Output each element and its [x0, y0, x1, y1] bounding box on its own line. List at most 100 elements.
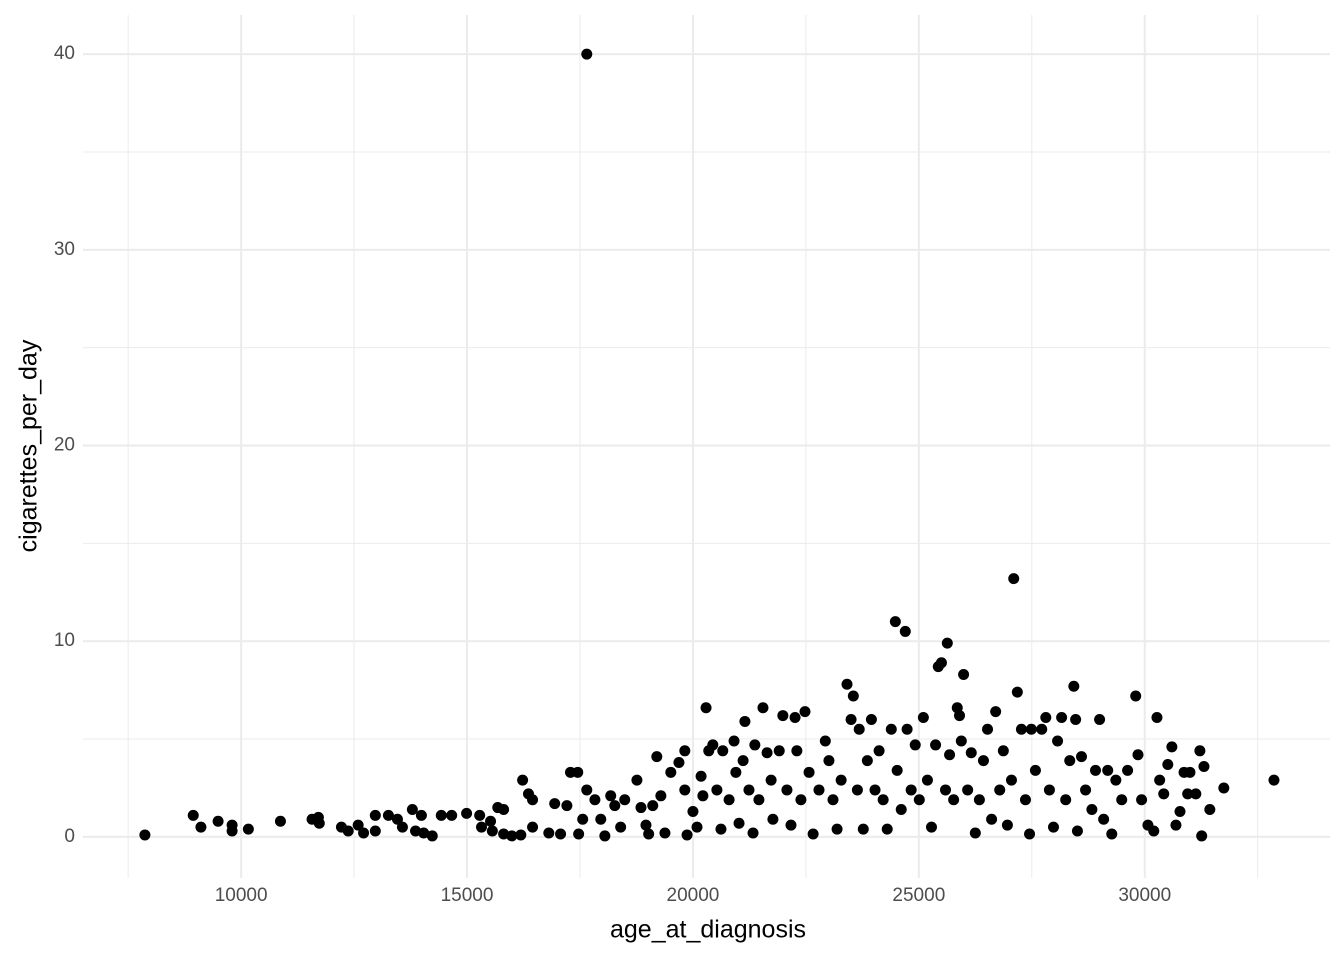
point [369, 825, 381, 837]
point [242, 823, 254, 835]
x-tick-label: 20000 [667, 885, 720, 906]
point [643, 828, 655, 840]
point [789, 712, 801, 724]
point [1036, 723, 1048, 735]
point [1071, 825, 1083, 837]
point [1015, 723, 1027, 735]
point [358, 827, 370, 839]
point [1056, 712, 1068, 724]
point [926, 821, 938, 833]
point [1011, 686, 1023, 698]
point [665, 766, 677, 778]
point [730, 766, 742, 778]
point [435, 809, 447, 821]
point [515, 829, 527, 841]
point [791, 745, 803, 757]
point [681, 829, 693, 841]
point [679, 784, 691, 796]
point [921, 774, 933, 786]
point [1090, 764, 1102, 776]
point [728, 735, 740, 747]
point [619, 794, 631, 806]
point [1184, 766, 1196, 778]
point [226, 825, 238, 837]
point [889, 616, 901, 628]
point [581, 48, 593, 60]
point [885, 723, 897, 735]
point [831, 823, 843, 835]
point [391, 813, 403, 825]
point [415, 809, 427, 821]
point [941, 637, 953, 649]
point [733, 817, 745, 829]
point [1019, 794, 1031, 806]
point [589, 794, 601, 806]
point [1170, 819, 1182, 831]
point [475, 821, 487, 833]
point [527, 794, 539, 806]
point [679, 745, 691, 757]
point [955, 735, 967, 747]
point [581, 784, 593, 796]
point [835, 774, 847, 786]
point [891, 764, 903, 776]
point [1001, 819, 1013, 831]
point [1076, 751, 1088, 763]
point [1060, 794, 1072, 806]
point [274, 815, 286, 827]
point [747, 827, 759, 839]
point [743, 784, 755, 796]
point [1043, 784, 1055, 796]
point [1268, 774, 1280, 786]
point [1132, 749, 1144, 761]
point [757, 702, 769, 714]
point [1024, 828, 1036, 840]
point [418, 827, 430, 839]
point [446, 809, 458, 821]
point [765, 774, 777, 786]
point [1098, 813, 1110, 825]
point [517, 774, 529, 786]
point [1166, 741, 1178, 753]
point [695, 770, 707, 782]
point [1204, 804, 1216, 816]
point [777, 710, 789, 722]
point [845, 713, 857, 725]
point [635, 802, 647, 814]
point [595, 813, 607, 825]
point [803, 766, 815, 778]
point [795, 794, 807, 806]
point [958, 668, 970, 680]
point [807, 828, 819, 840]
point [543, 827, 555, 839]
point [861, 755, 873, 767]
point [857, 823, 869, 835]
point [212, 815, 224, 827]
point [1130, 690, 1142, 702]
point [1136, 794, 1148, 806]
point [1110, 774, 1122, 786]
point [990, 706, 1002, 718]
x-tick-label: 10000 [215, 885, 268, 906]
point [1080, 784, 1092, 796]
point [997, 745, 1009, 757]
point [1151, 712, 1163, 724]
point [139, 829, 151, 841]
point [785, 819, 797, 831]
point [827, 794, 839, 806]
point [342, 825, 354, 837]
point [1040, 712, 1052, 724]
point [426, 830, 438, 842]
point [1025, 723, 1037, 735]
point [761, 747, 773, 759]
point [965, 747, 977, 759]
x-axis-title: age_at_diagnosis [610, 916, 806, 944]
point [707, 739, 719, 751]
point [913, 794, 925, 806]
point [1106, 828, 1118, 840]
y-axis-title: cigarettes_per_day [15, 339, 43, 552]
point [865, 713, 877, 725]
point [767, 813, 779, 825]
point [851, 784, 863, 796]
x-tick-label: 30000 [1118, 885, 1171, 906]
